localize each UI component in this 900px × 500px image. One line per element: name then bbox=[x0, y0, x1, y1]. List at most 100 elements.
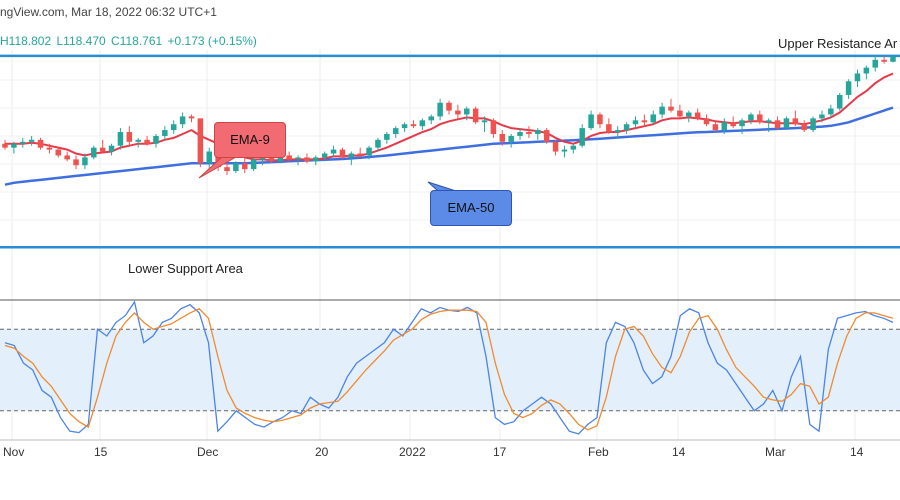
candle bbox=[801, 120, 807, 133]
ema-9-callout: EMA-9 bbox=[214, 122, 286, 158]
candle-body bbox=[464, 108, 470, 115]
candle-body bbox=[712, 124, 719, 131]
candle bbox=[872, 55, 878, 72]
candle-body bbox=[268, 157, 275, 162]
x-tick-label: 14 bbox=[672, 445, 686, 459]
candle bbox=[28, 135, 35, 146]
candle-body bbox=[242, 163, 248, 170]
candle bbox=[561, 145, 568, 158]
candle bbox=[206, 147, 212, 170]
candle-body bbox=[384, 133, 390, 140]
candle-body bbox=[153, 135, 159, 144]
candle bbox=[153, 133, 159, 148]
candle-body bbox=[259, 157, 266, 160]
candle-body bbox=[828, 108, 834, 115]
candle-body bbox=[437, 102, 443, 117]
ohlc-low: L118.470 bbox=[56, 34, 106, 48]
candle bbox=[721, 118, 728, 134]
candle-body bbox=[872, 59, 878, 68]
candle-body bbox=[650, 114, 656, 123]
candle bbox=[686, 110, 692, 123]
candle-body bbox=[659, 106, 665, 115]
candle bbox=[375, 137, 381, 152]
candle-body bbox=[215, 151, 221, 168]
candle-body bbox=[748, 114, 754, 121]
candle bbox=[348, 151, 355, 166]
candle bbox=[91, 145, 97, 160]
candle-body bbox=[401, 124, 408, 129]
candle bbox=[730, 116, 736, 129]
candle-body bbox=[552, 141, 559, 152]
candle bbox=[455, 104, 461, 119]
candle bbox=[490, 118, 497, 138]
candle-body bbox=[543, 130, 550, 142]
candle bbox=[2, 139, 8, 150]
candle-body bbox=[295, 157, 301, 160]
candle bbox=[632, 116, 639, 129]
candle bbox=[881, 55, 887, 64]
candle-body bbox=[55, 149, 62, 156]
candle bbox=[401, 122, 408, 133]
ohlc-readout: H118.802 L118.470 C118.761 +0.173 (+0.15… bbox=[0, 34, 259, 48]
candle-body bbox=[37, 139, 44, 148]
candle-body bbox=[863, 67, 870, 74]
candle-body bbox=[721, 122, 728, 131]
candle bbox=[650, 110, 656, 125]
candle-body bbox=[694, 112, 701, 119]
candle-body bbox=[162, 130, 168, 136]
candle-body bbox=[250, 159, 257, 170]
candle-body bbox=[179, 116, 186, 125]
candle bbox=[614, 126, 621, 138]
x-tick-label: 14 bbox=[850, 445, 864, 459]
candle-body bbox=[570, 145, 577, 150]
candle-body bbox=[197, 118, 204, 164]
candle bbox=[890, 55, 896, 63]
candle-body bbox=[455, 110, 461, 115]
candle-body bbox=[170, 124, 177, 131]
candle-body bbox=[144, 139, 150, 144]
candle bbox=[179, 112, 186, 129]
candle-body bbox=[135, 139, 141, 142]
candle bbox=[20, 137, 26, 148]
candle-body bbox=[313, 157, 319, 162]
x-tick-label: 15 bbox=[94, 445, 108, 459]
candle-body bbox=[206, 151, 212, 164]
candle-body bbox=[579, 128, 585, 146]
candle-body bbox=[64, 155, 70, 160]
candle-body bbox=[339, 149, 346, 158]
candle bbox=[339, 147, 346, 160]
candle bbox=[410, 120, 417, 129]
candle bbox=[304, 153, 310, 164]
candle-body bbox=[881, 59, 887, 62]
candle bbox=[757, 110, 763, 125]
candle-body bbox=[606, 124, 612, 133]
candle bbox=[428, 114, 434, 125]
candle bbox=[535, 128, 541, 140]
candle bbox=[748, 112, 754, 125]
candle bbox=[570, 143, 577, 154]
candle-body bbox=[375, 139, 381, 148]
candle-body bbox=[428, 116, 434, 121]
candle bbox=[197, 118, 204, 168]
candle bbox=[419, 118, 426, 131]
candle-body bbox=[517, 132, 523, 136]
x-tick-label: 2022 bbox=[399, 445, 426, 459]
candle bbox=[233, 161, 239, 174]
candle bbox=[526, 126, 532, 138]
chart-source-header: ngView.com, Mar 18, 2022 06:32 UTC+1 bbox=[0, 5, 217, 19]
candle-body bbox=[641, 120, 648, 123]
candle bbox=[828, 104, 834, 119]
candle bbox=[188, 114, 195, 123]
candle-body bbox=[224, 167, 230, 172]
candle bbox=[313, 155, 319, 166]
candle bbox=[162, 126, 168, 140]
candle bbox=[854, 69, 861, 88]
candle bbox=[712, 120, 719, 133]
candle-body bbox=[845, 81, 852, 95]
candle bbox=[792, 110, 799, 127]
candle bbox=[295, 155, 301, 166]
candle bbox=[588, 110, 594, 131]
candle bbox=[739, 118, 745, 134]
candle bbox=[668, 98, 674, 113]
candle bbox=[392, 126, 399, 138]
